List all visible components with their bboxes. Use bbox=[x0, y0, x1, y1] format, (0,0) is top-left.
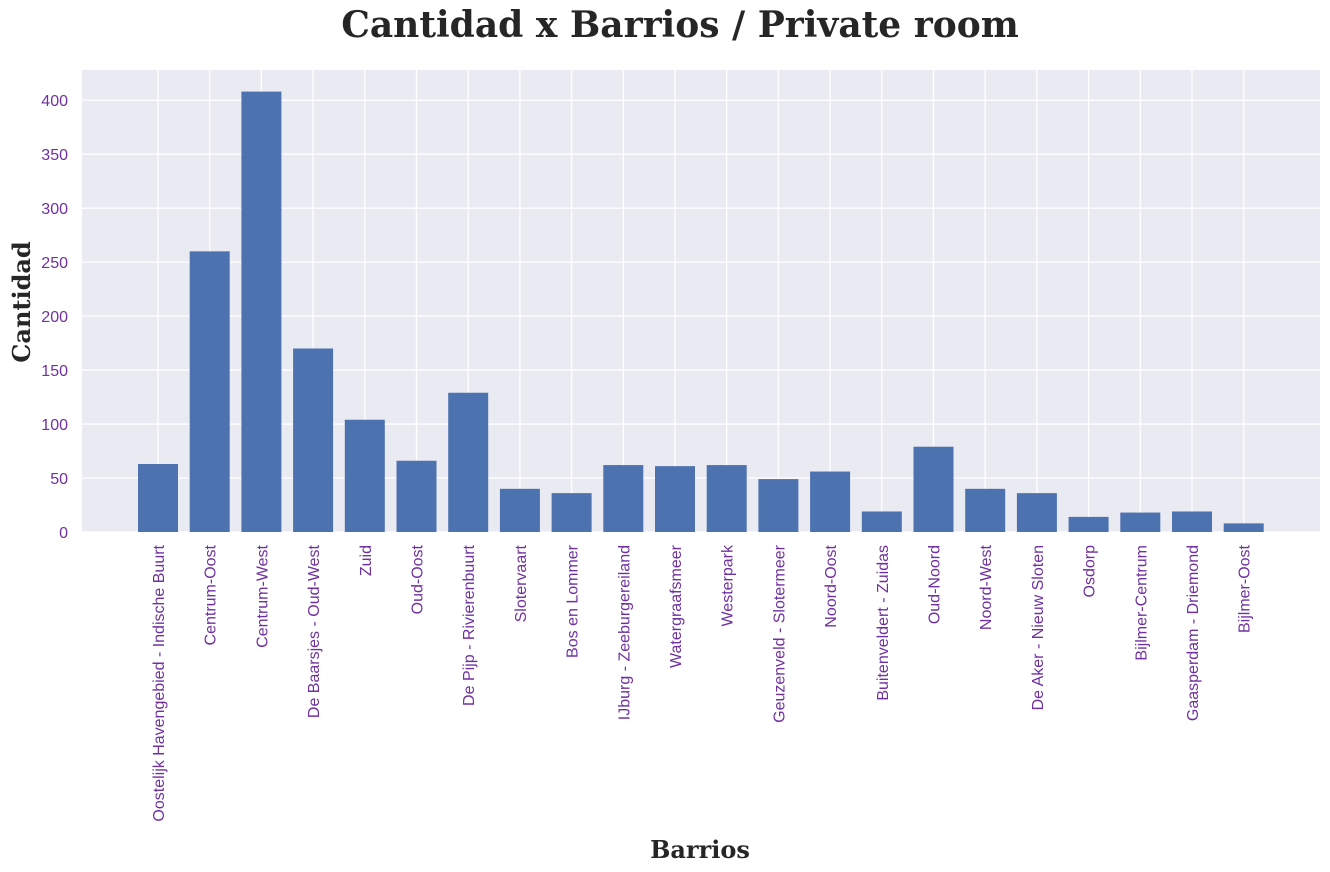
chart-title: Cantidad x Barrios / Private room bbox=[341, 4, 1019, 46]
bar bbox=[603, 465, 644, 532]
bar bbox=[293, 348, 334, 532]
x-tick-label: Watergraafsmeer bbox=[668, 544, 685, 668]
x-tick-label: Centrum-Oost bbox=[203, 544, 220, 645]
bar bbox=[1120, 512, 1161, 532]
bar bbox=[189, 251, 230, 532]
y-axis-ticks: 0 50 100 150 200 250 300 350 400 bbox=[41, 93, 68, 542]
y-tick-label: 200 bbox=[41, 309, 68, 326]
y-tick-label: 400 bbox=[41, 93, 68, 110]
bar bbox=[861, 511, 902, 532]
bar bbox=[499, 488, 540, 532]
y-axis-label: Cantidad bbox=[7, 241, 36, 363]
bar bbox=[1016, 493, 1057, 532]
bar bbox=[551, 493, 592, 532]
bar bbox=[758, 479, 799, 532]
bars bbox=[138, 91, 1264, 533]
x-tick-label: De Baarsjes - Oud-West bbox=[306, 544, 323, 718]
bar bbox=[396, 460, 437, 532]
bar bbox=[344, 419, 385, 532]
x-tick-label: Centrum-West bbox=[254, 544, 271, 647]
x-tick-label: Buitenveldert - Zuidas bbox=[875, 545, 892, 701]
bar bbox=[1172, 511, 1212, 532]
bar bbox=[965, 488, 1006, 532]
bar bbox=[1068, 516, 1109, 532]
bar bbox=[448, 392, 489, 532]
x-tick-label: Bos en Lommer bbox=[565, 544, 582, 658]
x-tick-label: Slotervaart bbox=[513, 544, 530, 622]
x-tick-label: IJburg - Zeeburgereiland bbox=[616, 545, 633, 720]
x-tick-label: Oostelijk Havengebied - Indische Buurt bbox=[151, 544, 168, 821]
y-tick-label: 350 bbox=[41, 147, 68, 164]
x-tick-label: Noord-Oost bbox=[823, 544, 840, 627]
bar bbox=[241, 91, 282, 533]
plot-area bbox=[82, 70, 1320, 532]
y-tick-label: 250 bbox=[41, 255, 68, 272]
x-tick-label: Oud-Noord bbox=[927, 545, 944, 624]
x-axis-ticks: Oostelijk Havengebied - Indische Buurt Ce… bbox=[151, 544, 1254, 822]
x-tick-label: Zuid bbox=[358, 545, 375, 576]
y-tick-label: 100 bbox=[41, 417, 68, 434]
x-tick-label: De Pijp - Rivierenbuurt bbox=[461, 544, 478, 706]
y-tick-label: 0 bbox=[59, 525, 68, 542]
bar bbox=[138, 463, 178, 532]
x-tick-label: Westerpark bbox=[720, 544, 737, 627]
x-tick-label: Bijlmer-Centrum bbox=[1133, 545, 1150, 661]
x-tick-label: De Aker - Nieuw Sloten bbox=[1030, 545, 1047, 710]
bar bbox=[913, 446, 954, 532]
bar bbox=[810, 471, 851, 532]
bar bbox=[1223, 523, 1264, 532]
y-tick-label: 150 bbox=[41, 363, 68, 380]
x-tick-label: Bijlmer-Oost bbox=[1237, 544, 1254, 633]
x-tick-label: Gaasperdam - Driemond bbox=[1185, 545, 1202, 721]
x-tick-label: Noord-West bbox=[978, 544, 995, 630]
bar bbox=[706, 465, 747, 532]
bar bbox=[655, 466, 695, 532]
y-tick-label: 300 bbox=[41, 201, 68, 218]
x-tick-label: Osdorp bbox=[1082, 545, 1099, 598]
y-tick-label: 50 bbox=[50, 471, 68, 488]
x-tick-label: Oud-Oost bbox=[410, 544, 427, 614]
x-axis-label: Barrios bbox=[650, 835, 750, 864]
x-tick-label: Geuzenveld - Slotermeer bbox=[771, 544, 788, 723]
